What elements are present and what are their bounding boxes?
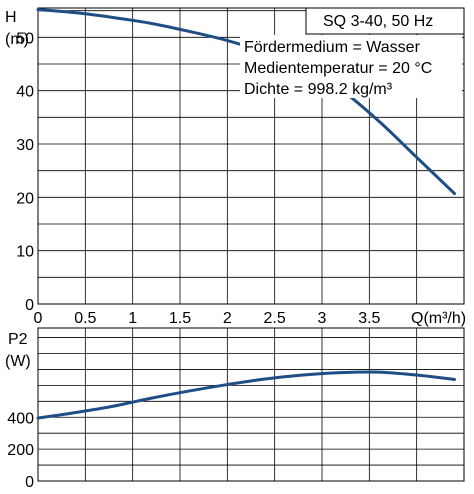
head-y-tick-label: 20 bbox=[16, 190, 34, 207]
x-tick-label: 3.5 bbox=[358, 310, 380, 327]
x-tick-label: 2.5 bbox=[264, 310, 286, 327]
power-curve bbox=[36, 370, 457, 420]
power-series bbox=[36, 370, 457, 420]
annotation-backdrop bbox=[240, 35, 462, 98]
x-axis-label: Q(m³/h) bbox=[411, 310, 466, 327]
head-ylabel-unit: (m) bbox=[5, 31, 29, 48]
power-y-tick-label: 0 bbox=[25, 474, 34, 491]
annotation-density: Dichte = 998.2 kg/m³ bbox=[244, 81, 393, 98]
power-ylabel-unit: (W) bbox=[5, 353, 31, 370]
power-ticks: 0 200 400 bbox=[7, 410, 34, 491]
power-chart: 0 200 400 P2 (W) bbox=[5, 327, 465, 491]
power-grid bbox=[38, 328, 464, 481]
annotation-medium: Fördermedium = Wasser bbox=[244, 39, 421, 56]
head-y-tick-label: 0 bbox=[25, 297, 34, 314]
x-tick-label: 1.5 bbox=[169, 310, 191, 327]
head-y-tick-label: 10 bbox=[16, 244, 34, 261]
power-plot-frame bbox=[37, 327, 465, 482]
head-chart: 0 0.5 1 1.5 2 2.5 3 3.5 0 10 20 30 40 50 H (m) Q(m³/h… bbox=[5, 7, 466, 327]
x-tick-label: 1 bbox=[128, 310, 137, 327]
x-tick-label: 0.5 bbox=[74, 310, 96, 327]
head-y-tick-label: 50 bbox=[16, 30, 34, 47]
power-ylabel: P2 bbox=[8, 331, 28, 348]
head-ylabel: H bbox=[5, 9, 17, 26]
title-box bbox=[305, 7, 465, 35]
head-y-tick-label: 40 bbox=[16, 84, 34, 101]
x-tick-label: 0 bbox=[34, 310, 43, 327]
power-y-tick-label: 400 bbox=[7, 410, 34, 427]
x-tick-label: 3 bbox=[318, 310, 327, 327]
head-y-tick-label: 30 bbox=[16, 137, 34, 154]
head-plot-frame bbox=[37, 7, 465, 305]
annotation-temperature: Medientemperatur = 20 °C bbox=[244, 60, 432, 77]
chart-title: SQ 3-40, 50 Hz bbox=[323, 13, 433, 30]
power-y-tick-label: 200 bbox=[7, 442, 34, 459]
head-ticks: 0 0.5 1 1.5 2 2.5 3 3.5 0 10 20 30 40 50 bbox=[16, 30, 380, 327]
x-tick-label: 2 bbox=[223, 310, 232, 327]
